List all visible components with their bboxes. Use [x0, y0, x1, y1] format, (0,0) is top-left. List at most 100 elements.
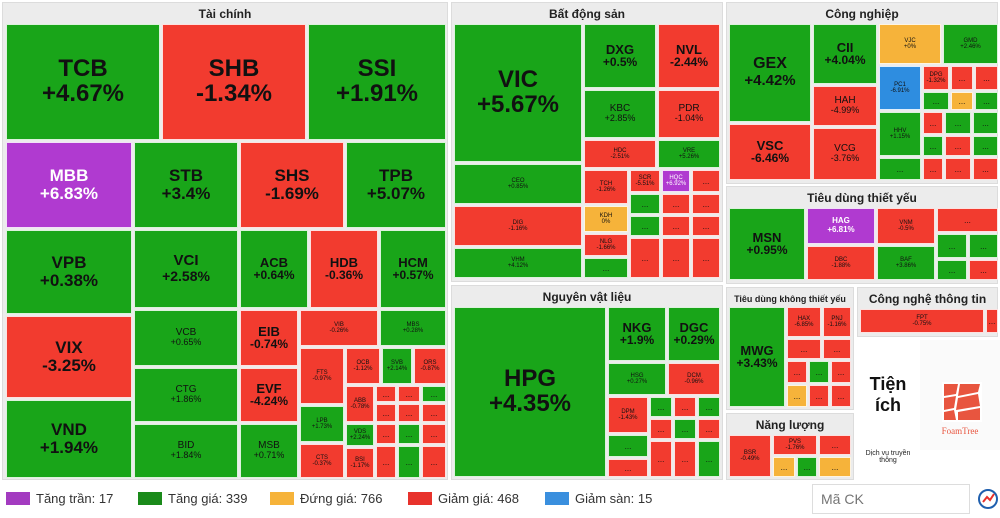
ellipsis-cell[interactable]: ...	[376, 404, 396, 422]
ellipsis-cell[interactable]: ...	[923, 136, 943, 156]
ellipsis-cell[interactable]: ...	[951, 66, 973, 90]
ellipsis-cell[interactable]: ...	[975, 92, 998, 110]
ellipsis-cell[interactable]: ...	[398, 424, 420, 444]
ellipsis-cell[interactable]: ...	[937, 234, 967, 258]
tile-EIB[interactable]: EIB -0.74%	[240, 310, 298, 366]
tile-MBS[interactable]: MBS +0.28%	[380, 310, 446, 346]
ellipsis-cell[interactable]: ...	[674, 419, 696, 439]
tile-KBC[interactable]: KBC +2.85%	[584, 90, 656, 138]
ellipsis-cell[interactable]: ...	[376, 446, 396, 478]
ellipsis-cell[interactable]: ...	[630, 238, 660, 278]
ellipsis-cell[interactable]: ...	[650, 441, 672, 477]
ellipsis-cell[interactable]: ...	[945, 136, 971, 156]
tile-TCB[interactable]: TCB +4.67%	[6, 24, 160, 140]
tile-HDB[interactable]: HDB -0.36%	[310, 230, 378, 308]
tile-HQC[interactable]: HQC +6.92%	[662, 170, 690, 192]
ellipsis-cell[interactable]: ...	[376, 386, 396, 402]
tile-CTS[interactable]: CTS -0.37%	[300, 444, 344, 478]
tile-VDS[interactable]: VDS +2.24%	[346, 424, 374, 446]
ellipsis-cell[interactable]: ...	[969, 234, 998, 258]
ellipsis-cell[interactable]: ...	[692, 216, 720, 236]
ellipsis-cell[interactable]: ...	[662, 238, 690, 278]
tile-SHB[interactable]: SHB -1.34%	[162, 24, 306, 140]
ellipsis-cell[interactable]: ...	[831, 361, 851, 383]
tile-LPB[interactable]: LPB +1.73%	[300, 406, 344, 442]
tile-VIX[interactable]: VIX -3.25%	[6, 316, 132, 398]
tile-BSI[interactable]: BSI -1.17%	[346, 448, 374, 478]
ellipsis-cell[interactable]: ...	[787, 385, 807, 407]
tile-PC1[interactable]: PC1 -6.91%	[879, 66, 921, 110]
ellipsis-cell[interactable]: ...	[945, 112, 971, 134]
ellipsis-cell[interactable]: ...	[422, 386, 446, 402]
ellipsis-cell[interactable]: ...	[823, 339, 851, 359]
tile-MSN[interactable]: MSN +0.95%	[729, 208, 805, 280]
tile-DCM[interactable]: DCM -0.96%	[668, 363, 720, 395]
tile-OCB[interactable]: OCB -1.12%	[346, 348, 380, 384]
ellipsis-cell[interactable]: ...	[809, 385, 829, 407]
ellipsis-cell[interactable]: ...	[787, 339, 821, 359]
tile-GMD[interactable]: GMD +2.46%	[943, 24, 998, 64]
tile-VRE[interactable]: VRE +5.26%	[658, 140, 720, 168]
tile-VCG[interactable]: VCG -3.76%	[813, 128, 877, 180]
ellipsis-cell[interactable]: ...	[973, 112, 998, 134]
tile-VJC[interactable]: VJC +0%	[879, 24, 941, 64]
tile-ACB[interactable]: ACB +0.64%	[240, 230, 308, 308]
tile-ABB[interactable]: ABB -0.78%	[346, 386, 374, 422]
tile-SCR[interactable]: SCR -5.51%	[630, 170, 660, 192]
ellipsis-cell[interactable]: ...	[937, 208, 998, 232]
ellipsis-cell[interactable]: ...	[698, 441, 720, 477]
ellipsis-cell[interactable]: ...	[951, 92, 973, 110]
ellipsis-cell[interactable]: ...	[398, 404, 420, 422]
tile-DPG[interactable]: DPG -1.32%	[923, 66, 949, 90]
tile-GEX[interactable]: GEX +4.42%	[729, 24, 811, 122]
tile-MBB[interactable]: MBB +6.83%	[6, 142, 132, 228]
sector-dich-vu-truyen-thong[interactable]: Dịch vụ truyền thông	[858, 450, 918, 478]
ellipsis-cell[interactable]: ...	[662, 194, 690, 214]
tile-VND[interactable]: VND +1.94%	[6, 400, 132, 478]
tile-MWG[interactable]: MWG +3.43%	[729, 307, 785, 407]
ellipsis-cell[interactable]: ...	[923, 158, 943, 180]
tile-NVL[interactable]: NVL -2.44%	[658, 24, 720, 88]
search-input[interactable]	[812, 484, 970, 514]
ellipsis-cell[interactable]: ...	[698, 397, 720, 417]
tile-VIC[interactable]: VIC +5.67%	[454, 24, 582, 162]
tile-SSI[interactable]: SSI +1.91%	[308, 24, 446, 140]
tile-VCI[interactable]: VCI +2.58%	[134, 230, 238, 308]
tile-VHM[interactable]: VHM +4.12%	[454, 248, 582, 278]
tile-DIG[interactable]: DIG -1.16%	[454, 206, 582, 246]
tile-STB[interactable]: STB +3.4%	[134, 142, 238, 228]
tile-SVB[interactable]: SVB +2.14%	[382, 348, 412, 384]
ellipsis-cell[interactable]: ...	[773, 457, 795, 477]
tile-VPB[interactable]: VPB +0.38%	[6, 230, 132, 314]
tile-HPG[interactable]: HPG +4.35%	[454, 307, 606, 477]
ellipsis-cell[interactable]: ...	[797, 457, 817, 477]
tile-VSC[interactable]: VSC -6.46%	[729, 124, 811, 180]
tile-FPT[interactable]: FPT -0.75%	[860, 309, 984, 333]
ellipsis-cell[interactable]: ...	[608, 435, 648, 457]
ellipsis-cell[interactable]: ...	[398, 386, 420, 402]
ellipsis-cell[interactable]: ...	[819, 457, 851, 477]
tile-HDC[interactable]: HDC -2.51%	[584, 140, 656, 168]
tile-HAG[interactable]: HAG +6.81%	[807, 208, 875, 244]
ellipsis-cell[interactable]: ...	[819, 435, 851, 455]
tile-BID[interactable]: BID +1.84%	[134, 424, 238, 478]
ellipsis-cell[interactable]: ...	[398, 446, 420, 478]
tile-KDH[interactable]: KDH 0%	[584, 206, 628, 232]
tile-HCM[interactable]: HCM +0.57%	[380, 230, 446, 308]
tile-VNM[interactable]: VNM -0.5%	[877, 208, 935, 244]
ellipsis-cell[interactable]: ...	[698, 419, 720, 439]
tile-CEO[interactable]: CEO +0.85%	[454, 164, 582, 204]
tile-DGC[interactable]: DGC +0.29%	[668, 307, 720, 361]
tile-CTG[interactable]: CTG +1.86%	[134, 368, 238, 422]
sector-tien-ich[interactable]: Tiện ích	[858, 340, 918, 450]
ellipsis-cell[interactable]: ...	[879, 158, 921, 180]
ellipsis-cell[interactable]: ...	[584, 258, 628, 278]
ellipsis-cell[interactable]: ...	[973, 158, 998, 180]
ellipsis-cell[interactable]: ...	[969, 260, 998, 280]
tile-HAH[interactable]: HAH -4.99%	[813, 86, 877, 126]
ellipsis-cell[interactable]: ...	[809, 361, 829, 383]
tile-PVS[interactable]: PVS -1.76%	[773, 435, 817, 455]
tile-DXG[interactable]: DXG +0.5%	[584, 24, 656, 88]
ellipsis-cell[interactable]: ...	[831, 385, 851, 407]
tile-TCH[interactable]: TCH -1.26%	[584, 170, 628, 204]
